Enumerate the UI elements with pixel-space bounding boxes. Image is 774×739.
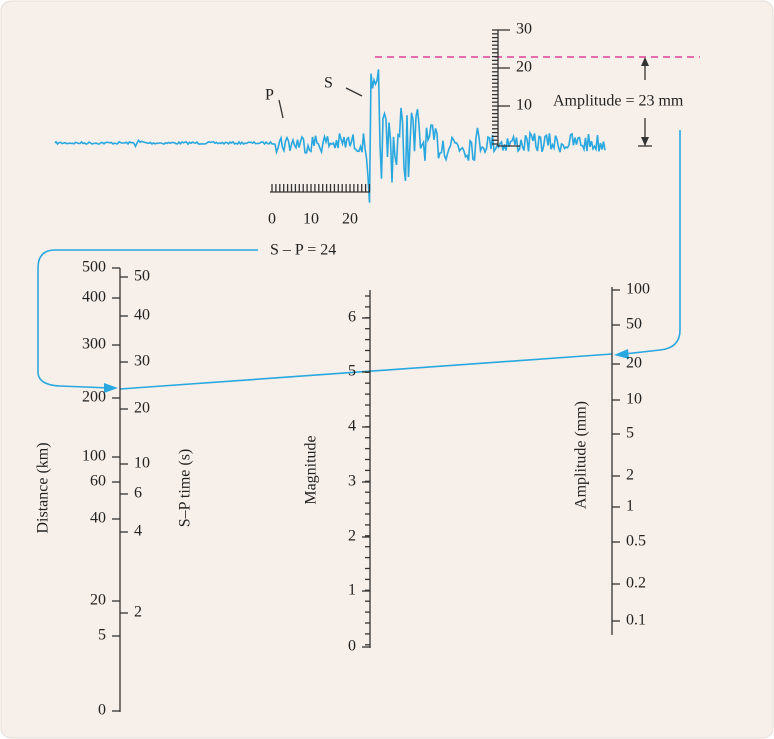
seismogram-trace: [54, 69, 606, 203]
distance-scale-label: 20: [90, 592, 106, 609]
connector-head: [614, 349, 629, 359]
distance-scale-label: 0: [98, 702, 106, 719]
sp-scale-label: 20: [134, 400, 150, 417]
magnitude-scale-label: 6: [348, 309, 356, 326]
amplitude-tick-label: 20: [516, 59, 532, 76]
sp-scale-label: 30: [134, 353, 150, 370]
amplitude-note: Amplitude = 23 mm: [553, 93, 684, 110]
distance-scale-label: 500: [82, 259, 106, 276]
distance-title: Distance (km): [35, 442, 52, 533]
magnitude-scale-label: 5: [348, 363, 356, 380]
sp-title: S–P time (s): [177, 449, 194, 528]
amplitude-scale-label: 10: [626, 391, 642, 408]
magnitude-title: Magnitude: [303, 435, 320, 504]
distance-scale-label: 300: [82, 336, 106, 353]
amplitude-scale-label: 0.2: [626, 575, 646, 592]
sp-scale-label: 6: [134, 485, 142, 502]
sp-scale-label: 2: [134, 604, 142, 621]
time-tick-label: 10: [303, 211, 319, 228]
amplitude-scale-label: 20: [626, 355, 642, 372]
amplitude-scale-label: 0.5: [626, 533, 646, 550]
amplitude-title: Amplitude (mm): [573, 401, 590, 509]
connector: [623, 130, 681, 355]
s-label: S: [324, 75, 333, 92]
time-tick-label: 20: [342, 211, 358, 228]
arrow-head: [641, 57, 649, 66]
sp-scale-label: 4: [134, 523, 142, 540]
connector: [37, 249, 258, 389]
magnitude-scale-label: 2: [348, 528, 356, 545]
amplitude-scale-label: 50: [626, 316, 642, 333]
connector-head: [104, 383, 118, 393]
magnitude-scale-label: 0: [348, 638, 356, 655]
amplitude-scale-label: 100: [626, 281, 650, 298]
sp-scale-label: 40: [134, 307, 150, 324]
magnitude-scale-label: 4: [348, 418, 356, 435]
amplitude-tick-label: 10: [516, 97, 532, 114]
amplitude-scale-label: 0.1: [626, 612, 646, 629]
sp-note: S – P = 24: [270, 242, 336, 259]
distance-scale-label: 60: [90, 473, 106, 490]
amplitude-tick-label: 30: [516, 21, 532, 38]
p-label: P: [265, 87, 274, 104]
arrow-head: [641, 137, 649, 146]
amplitude-scale-label: 1: [626, 498, 634, 515]
amplitude-scale-label: 2: [626, 467, 634, 484]
distance-scale-label: 100: [82, 448, 106, 465]
distance-scale-label: 200: [82, 389, 106, 406]
sp-scale-label: 50: [134, 268, 150, 285]
magnitude-scale-label: 1: [348, 582, 356, 599]
pointer-lines: [278, 87, 363, 119]
magnitude-scale-label: 3: [348, 473, 356, 490]
sp-scale-label: 10: [134, 455, 150, 472]
distance-scale-label: 400: [82, 289, 106, 306]
amplitude-scale-label: 5: [626, 425, 634, 442]
distance-scale-label: 40: [90, 510, 106, 527]
time-tick-label: 0: [268, 211, 276, 228]
distance-scale-label: 5: [98, 627, 106, 644]
